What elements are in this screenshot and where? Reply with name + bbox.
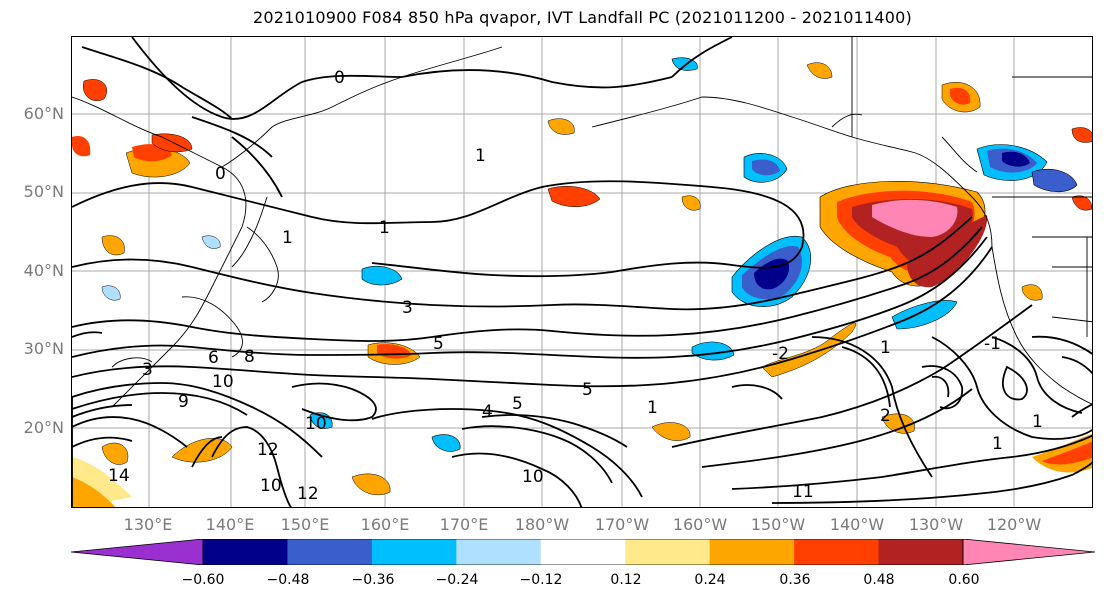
lon-label-180w: 180°W (514, 515, 570, 534)
ivt-contours (72, 37, 1092, 507)
contour-label: -2 (772, 344, 789, 364)
contour-label: 3 (142, 360, 153, 380)
coastlines (72, 37, 1092, 408)
contour-label: -1 (984, 334, 1001, 354)
colorbar-extend-high (962, 539, 1095, 565)
colorbar-tick: −0.60 (181, 572, 225, 588)
lon-label-140e: 140°E (205, 515, 255, 534)
positive-anomaly-patches (72, 62, 1092, 507)
contour-label: 1 (1032, 412, 1043, 432)
colorbar-cell (709, 539, 795, 565)
contour-label: 1 (282, 228, 293, 248)
contour-label: 1 (379, 218, 390, 238)
contour-label: 3 (402, 298, 413, 318)
lon-label-140w: 140°W (829, 515, 885, 534)
colorbar-cell (203, 539, 288, 565)
map-canvas: 0 0 1 1 1 3 5 5 4 5 6 8 10 1 1 1 2 10 11… (72, 37, 1092, 507)
colorbar-cell (878, 539, 964, 565)
contour-label: 11 (792, 482, 814, 502)
contour-label: 10 (522, 467, 544, 487)
lat-label-20n: 20°N (23, 418, 64, 437)
lat-label-50n: 50°N (23, 182, 64, 201)
contour-label: 1 (880, 338, 891, 358)
map-panel: 0 0 1 1 1 3 5 5 4 5 6 8 10 1 1 1 2 10 11… (71, 36, 1093, 508)
lon-label-130e: 130°E (123, 515, 173, 534)
colorbar-tick: 0.24 (694, 572, 726, 588)
contour-label: 8 (244, 347, 255, 367)
colorbar-cell (540, 539, 626, 565)
contour-label: 5 (582, 380, 593, 400)
lon-label-150w: 150°W (750, 515, 806, 534)
colorbar-tick: −0.48 (266, 572, 310, 588)
contour-label: 10 (305, 414, 327, 434)
negative-anomaly-patches (101, 57, 1078, 452)
colorbar-cell (371, 539, 457, 565)
contour-label: 2 (880, 406, 891, 426)
contour-label: 10 (212, 372, 234, 392)
contour-labels: 0 0 1 1 1 3 5 5 4 5 6 8 10 1 1 1 2 10 11… (108, 68, 1043, 504)
map-title: 2021010900 F084 850 hPa qvapor, IVT Land… (253, 8, 912, 27)
contour-label: 1 (647, 398, 658, 418)
lon-label-130w: 130°W (908, 515, 964, 534)
colorbar-tick: −0.24 (435, 572, 479, 588)
lon-label-160e: 160°E (360, 515, 410, 534)
colorbar-extend-low (71, 539, 204, 565)
lon-label-150e: 150°E (280, 515, 330, 534)
colorbar-tick: 0.48 (863, 572, 895, 588)
contour-label: 1 (992, 434, 1003, 454)
colorbar-cell (456, 539, 542, 565)
contour-label: 5 (512, 394, 523, 414)
colorbar (71, 539, 1095, 565)
contour-label: 6 (208, 348, 219, 368)
lon-label-170e: 170°E (439, 515, 489, 534)
contour-label: 10 (260, 476, 282, 496)
lon-label-160w: 160°W (672, 515, 728, 534)
colorbar-tick: −0.12 (519, 572, 563, 588)
contour-label: 4 (482, 402, 493, 422)
colorbar-tick: 0.36 (779, 572, 811, 588)
contour-label: 1 (475, 146, 486, 166)
contour-label: 5 (433, 334, 444, 354)
contour-label: 12 (257, 440, 279, 460)
contour-label: 9 (178, 392, 189, 412)
contour-label: 0 (215, 164, 226, 184)
colorbar-cell (794, 539, 880, 565)
contour-label: 0 (334, 68, 345, 88)
lon-label-120w: 120°W (986, 515, 1042, 534)
contour-label: 14 (108, 466, 130, 486)
contour-label: 12 (297, 484, 319, 504)
colorbar-tick: 0.60 (948, 572, 980, 588)
colorbar-tick: 0.12 (610, 572, 642, 588)
lat-label-60n: 60°N (23, 104, 64, 123)
colorbar-cell (625, 539, 711, 565)
lat-label-30n: 30°N (23, 339, 64, 358)
colorbar-tick: −0.36 (351, 572, 395, 588)
lon-label-170w: 170°W (594, 515, 650, 534)
colorbar-cell (287, 539, 373, 565)
lat-label-40n: 40°N (23, 261, 64, 280)
